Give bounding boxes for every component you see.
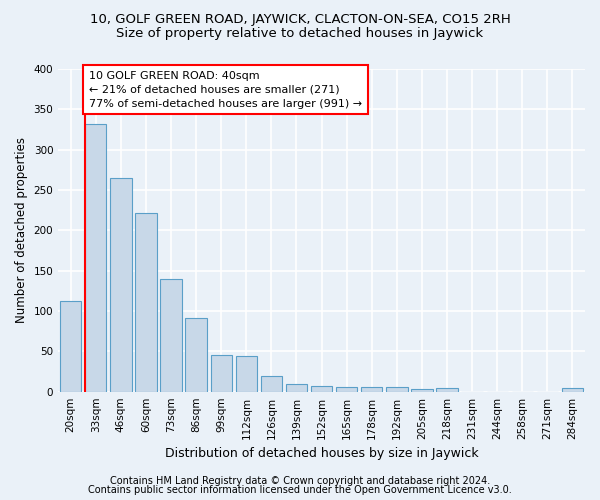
Bar [85, 124, 106, 392]
Bar [160, 278, 182, 392]
Bar [562, 388, 583, 392]
Bar [185, 318, 207, 392]
Text: Contains public sector information licensed under the Open Government Licence v3: Contains public sector information licen… [88, 485, 512, 495]
Bar [236, 356, 257, 392]
Bar [361, 387, 382, 392]
Text: 10 GOLF GREEN ROAD: 40sqm
← 21% of detached houses are smaller (271)
77% of semi: 10 GOLF GREEN ROAD: 40sqm ← 21% of detac… [89, 70, 362, 108]
Bar [311, 386, 332, 392]
Text: Size of property relative to detached houses in Jaywick: Size of property relative to detached ho… [116, 28, 484, 40]
Bar [211, 356, 232, 392]
Bar [261, 376, 282, 392]
Text: 10, GOLF GREEN ROAD, JAYWICK, CLACTON-ON-SEA, CO15 2RH: 10, GOLF GREEN ROAD, JAYWICK, CLACTON-ON… [89, 12, 511, 26]
Bar [336, 387, 358, 392]
Bar [436, 388, 458, 392]
X-axis label: Distribution of detached houses by size in Jaywick: Distribution of detached houses by size … [165, 447, 478, 460]
Y-axis label: Number of detached properties: Number of detached properties [15, 138, 28, 324]
Bar [110, 178, 131, 392]
Bar [386, 387, 407, 392]
Bar [60, 300, 82, 392]
Bar [136, 214, 157, 392]
Text: Contains HM Land Registry data © Crown copyright and database right 2024.: Contains HM Land Registry data © Crown c… [110, 476, 490, 486]
Bar [286, 384, 307, 392]
Bar [411, 390, 433, 392]
